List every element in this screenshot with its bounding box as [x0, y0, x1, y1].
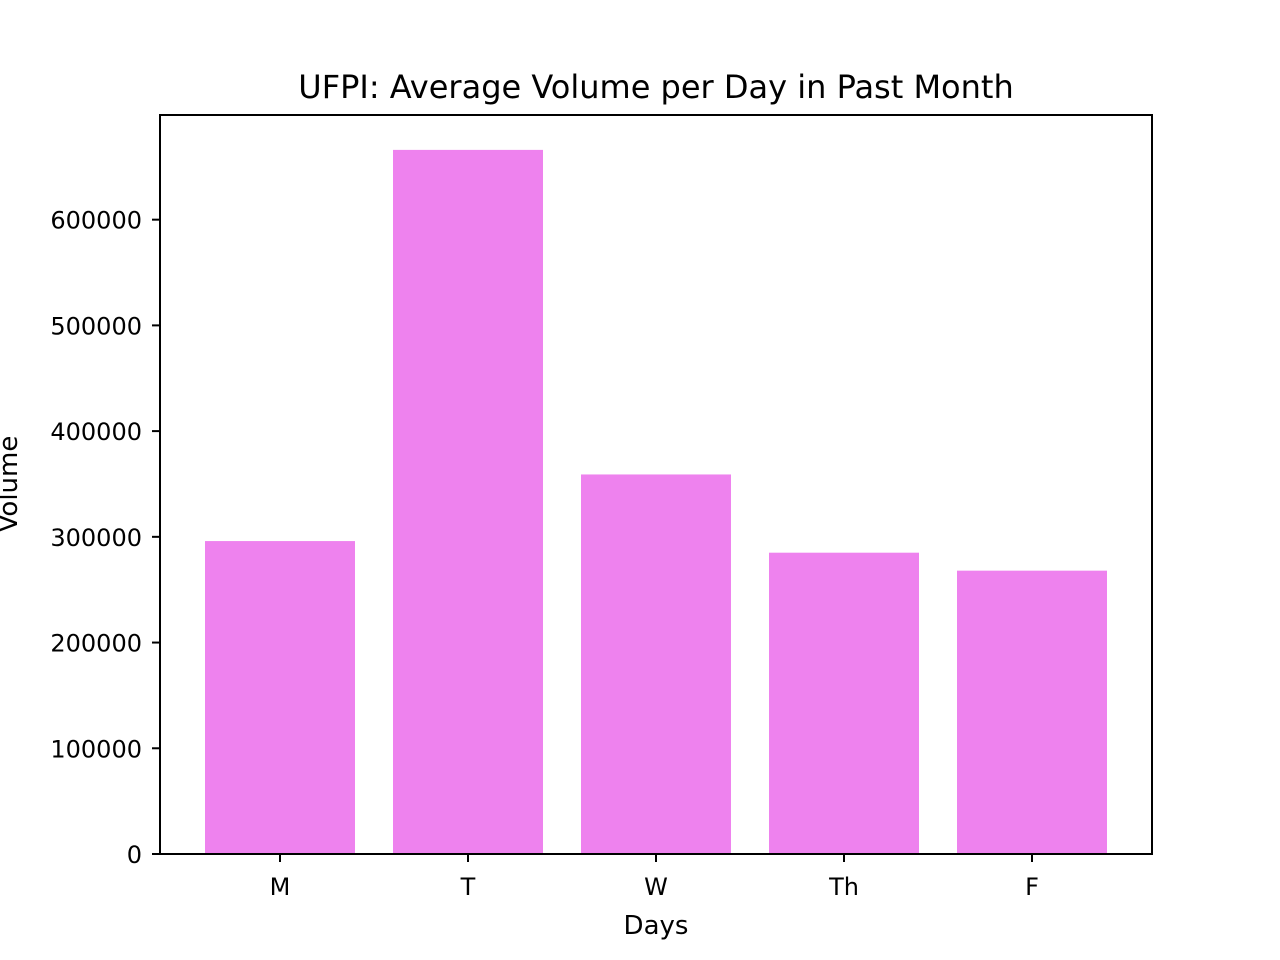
x-tick-label: T — [460, 873, 476, 901]
bar-series — [205, 149, 1107, 854]
y-tick-label: 400000 — [50, 418, 142, 446]
chart-title: UFPI: Average Volume per Day in Past Mon… — [298, 68, 1013, 106]
bar-t — [393, 149, 543, 854]
x-tick-label: M — [270, 873, 291, 901]
y-tick-label: 100000 — [50, 735, 142, 763]
bar-f — [957, 570, 1107, 854]
x-axis-label: Days — [624, 911, 689, 941]
y-axis-label: Volume — [0, 436, 24, 533]
y-tick-label: 500000 — [50, 312, 142, 340]
y-tick-label: 600000 — [50, 207, 142, 235]
y-tick-label: 300000 — [50, 524, 142, 552]
plot-frame — [159, 114, 1153, 855]
y-tick-label: 0 — [127, 841, 142, 869]
x-tick-label: F — [1025, 873, 1039, 901]
x-axis-ticks: M T W Th F — [270, 854, 1039, 901]
y-tick-label: 200000 — [50, 630, 142, 658]
bar-w — [581, 474, 731, 854]
y-axis-ticks: 0 100000 200000 300000 400000 500000 600000 — [50, 207, 160, 869]
bar-m — [205, 541, 355, 854]
bar-th — [769, 552, 919, 854]
x-tick-label: Th — [828, 873, 859, 901]
x-tick-label: W — [644, 873, 668, 901]
